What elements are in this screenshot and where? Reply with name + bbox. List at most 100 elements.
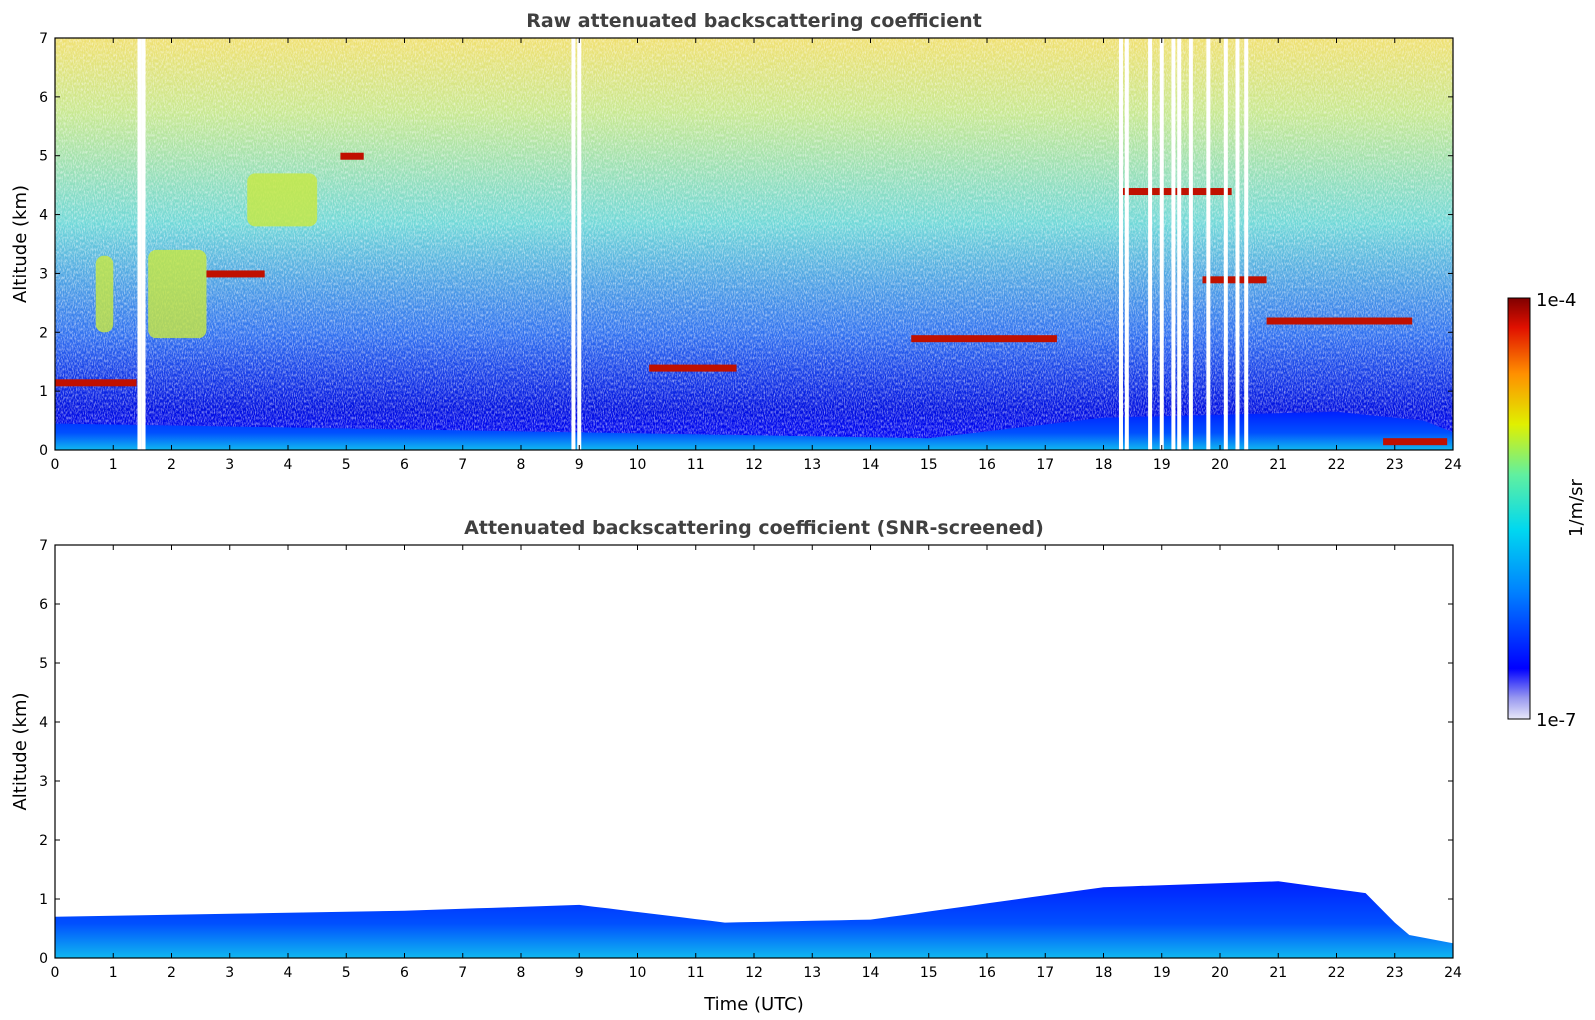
x-tick-label: 2 (167, 965, 176, 981)
y-tick-label: 4 (39, 715, 48, 731)
colorbar-min-label: 1e-7 (1536, 710, 1576, 731)
x-tick-label: 22 (1328, 965, 1346, 981)
y-tick-label: 2 (39, 325, 48, 341)
y-tick-label: 3 (39, 774, 48, 790)
x-tick-label: 4 (284, 457, 293, 473)
chart-title: Attenuated backscattering coefficient (S… (464, 517, 1044, 539)
x-tick-label: 0 (51, 457, 60, 473)
x-tick-label: 3 (225, 457, 234, 473)
x-tick-label: 9 (575, 965, 584, 981)
x-tick-label: 7 (458, 965, 467, 981)
data-gap (571, 38, 576, 450)
y-tick-label: 5 (39, 149, 48, 165)
x-tick-label: 24 (1444, 965, 1462, 981)
cloud-layer (1383, 438, 1448, 446)
colorbar-unit-label: 1/m/sr (1566, 478, 1587, 536)
y-tick-label: 1 (39, 384, 48, 400)
y-tick-label: 4 (39, 208, 48, 224)
x-tick-label: 24 (1444, 457, 1462, 473)
x-tick-label: 17 (1036, 965, 1054, 981)
x-tick-label: 17 (1036, 457, 1054, 473)
y-tick-label: 3 (39, 266, 48, 282)
x-tick-label: 8 (517, 965, 526, 981)
data-gap (577, 38, 582, 450)
y-tick-label: 6 (39, 597, 48, 613)
plot-area (55, 38, 1453, 450)
x-tick-label: 10 (629, 965, 647, 981)
x-tick-label: 19 (1153, 965, 1171, 981)
data-gap (137, 38, 142, 450)
x-tick-label: 4 (284, 965, 293, 981)
x-tick-label: 9 (575, 457, 584, 473)
colorbar-gradient (1507, 297, 1531, 720)
x-tick-label: 20 (1211, 457, 1229, 473)
x-tick-label: 12 (745, 965, 763, 981)
x-tick-label: 13 (803, 457, 821, 473)
x-tick-label: 6 (400, 965, 409, 981)
x-tick-label: 12 (745, 457, 763, 473)
x-tick-label: 20 (1211, 965, 1229, 981)
colorbar: 1e-4 1e-7 1/m/sr (1507, 290, 1587, 731)
x-tick-label: 0 (51, 965, 60, 981)
plot-area (55, 881, 1453, 958)
cloud-layer (55, 379, 137, 387)
y-tick-label: 2 (39, 833, 48, 849)
data-gap (1188, 38, 1193, 450)
x-axis-label: Time (UTC) (703, 994, 804, 1015)
x-tick-label: 23 (1386, 457, 1404, 473)
chart-title: Raw attenuated backscattering coefficien… (526, 10, 982, 32)
cloud-layer (340, 152, 364, 160)
y-tick-label: 6 (39, 90, 48, 106)
x-tick-label: 1 (109, 457, 118, 473)
x-tick-label: 21 (1269, 965, 1287, 981)
x-tick-label: 13 (803, 965, 821, 981)
ice-virga (148, 249, 207, 339)
x-tick-label: 11 (687, 965, 705, 981)
x-tick-label: 11 (687, 457, 705, 473)
y-tick-label: 7 (39, 31, 48, 47)
data-gap (1159, 38, 1164, 450)
cloud-layer (1266, 317, 1413, 325)
x-tick-label: 3 (225, 965, 234, 981)
x-tick-label: 15 (920, 457, 938, 473)
y-axis-label: Altitude (km) (10, 692, 31, 810)
boundary-layer (55, 881, 1453, 958)
x-tick-label: 14 (862, 965, 880, 981)
x-tick-label: 1 (109, 965, 118, 981)
cloud-layer (1120, 188, 1232, 196)
cloud-layer (649, 364, 737, 372)
boundary-layer (55, 411, 1453, 450)
x-tick-label: 7 (458, 457, 467, 473)
x-tick-label: 5 (342, 965, 351, 981)
x-tick-label: 15 (920, 965, 938, 981)
x-tick-label: 6 (400, 457, 409, 473)
data-gap (1177, 38, 1182, 450)
noise-overlay (55, 38, 1453, 450)
data-gap (1244, 38, 1249, 450)
x-tick-label: 10 (629, 457, 647, 473)
data-gap (141, 38, 146, 450)
x-tick-label: 18 (1095, 965, 1113, 981)
chart-panel-1: 0 1 2 3 4 5 6 7 8 9 10 11 12 13 14 15 16 17 18 19 20 21 22 23 24… (10, 10, 1462, 473)
data-gap (1235, 38, 1240, 450)
data-gap (1206, 38, 1211, 450)
x-tick-label: 22 (1328, 457, 1346, 473)
y-tick-label: 0 (39, 951, 48, 967)
cloud-layer (1202, 276, 1267, 284)
y-tick-label: 5 (39, 656, 48, 672)
data-gap (1148, 38, 1153, 450)
data-gap (1124, 38, 1129, 450)
chart-panel-2: 0 1 2 3 4 5 6 7 8 9 10 11 12 13 14 15 16 17 18 19 20 21 22 23 24… (10, 517, 1462, 1015)
y-tick-label: 1 (39, 892, 48, 908)
x-tick-label: 14 (862, 457, 880, 473)
colorbar-max-label: 1e-4 (1536, 290, 1576, 311)
x-tick-label: 23 (1386, 965, 1404, 981)
x-tick-label: 16 (978, 457, 996, 473)
data-gap (1118, 38, 1123, 450)
ice-virga (247, 173, 318, 227)
y-tick-label: 7 (39, 538, 48, 554)
ice-virga (95, 255, 114, 333)
x-tick-label: 5 (342, 457, 351, 473)
data-gap (1223, 38, 1228, 450)
